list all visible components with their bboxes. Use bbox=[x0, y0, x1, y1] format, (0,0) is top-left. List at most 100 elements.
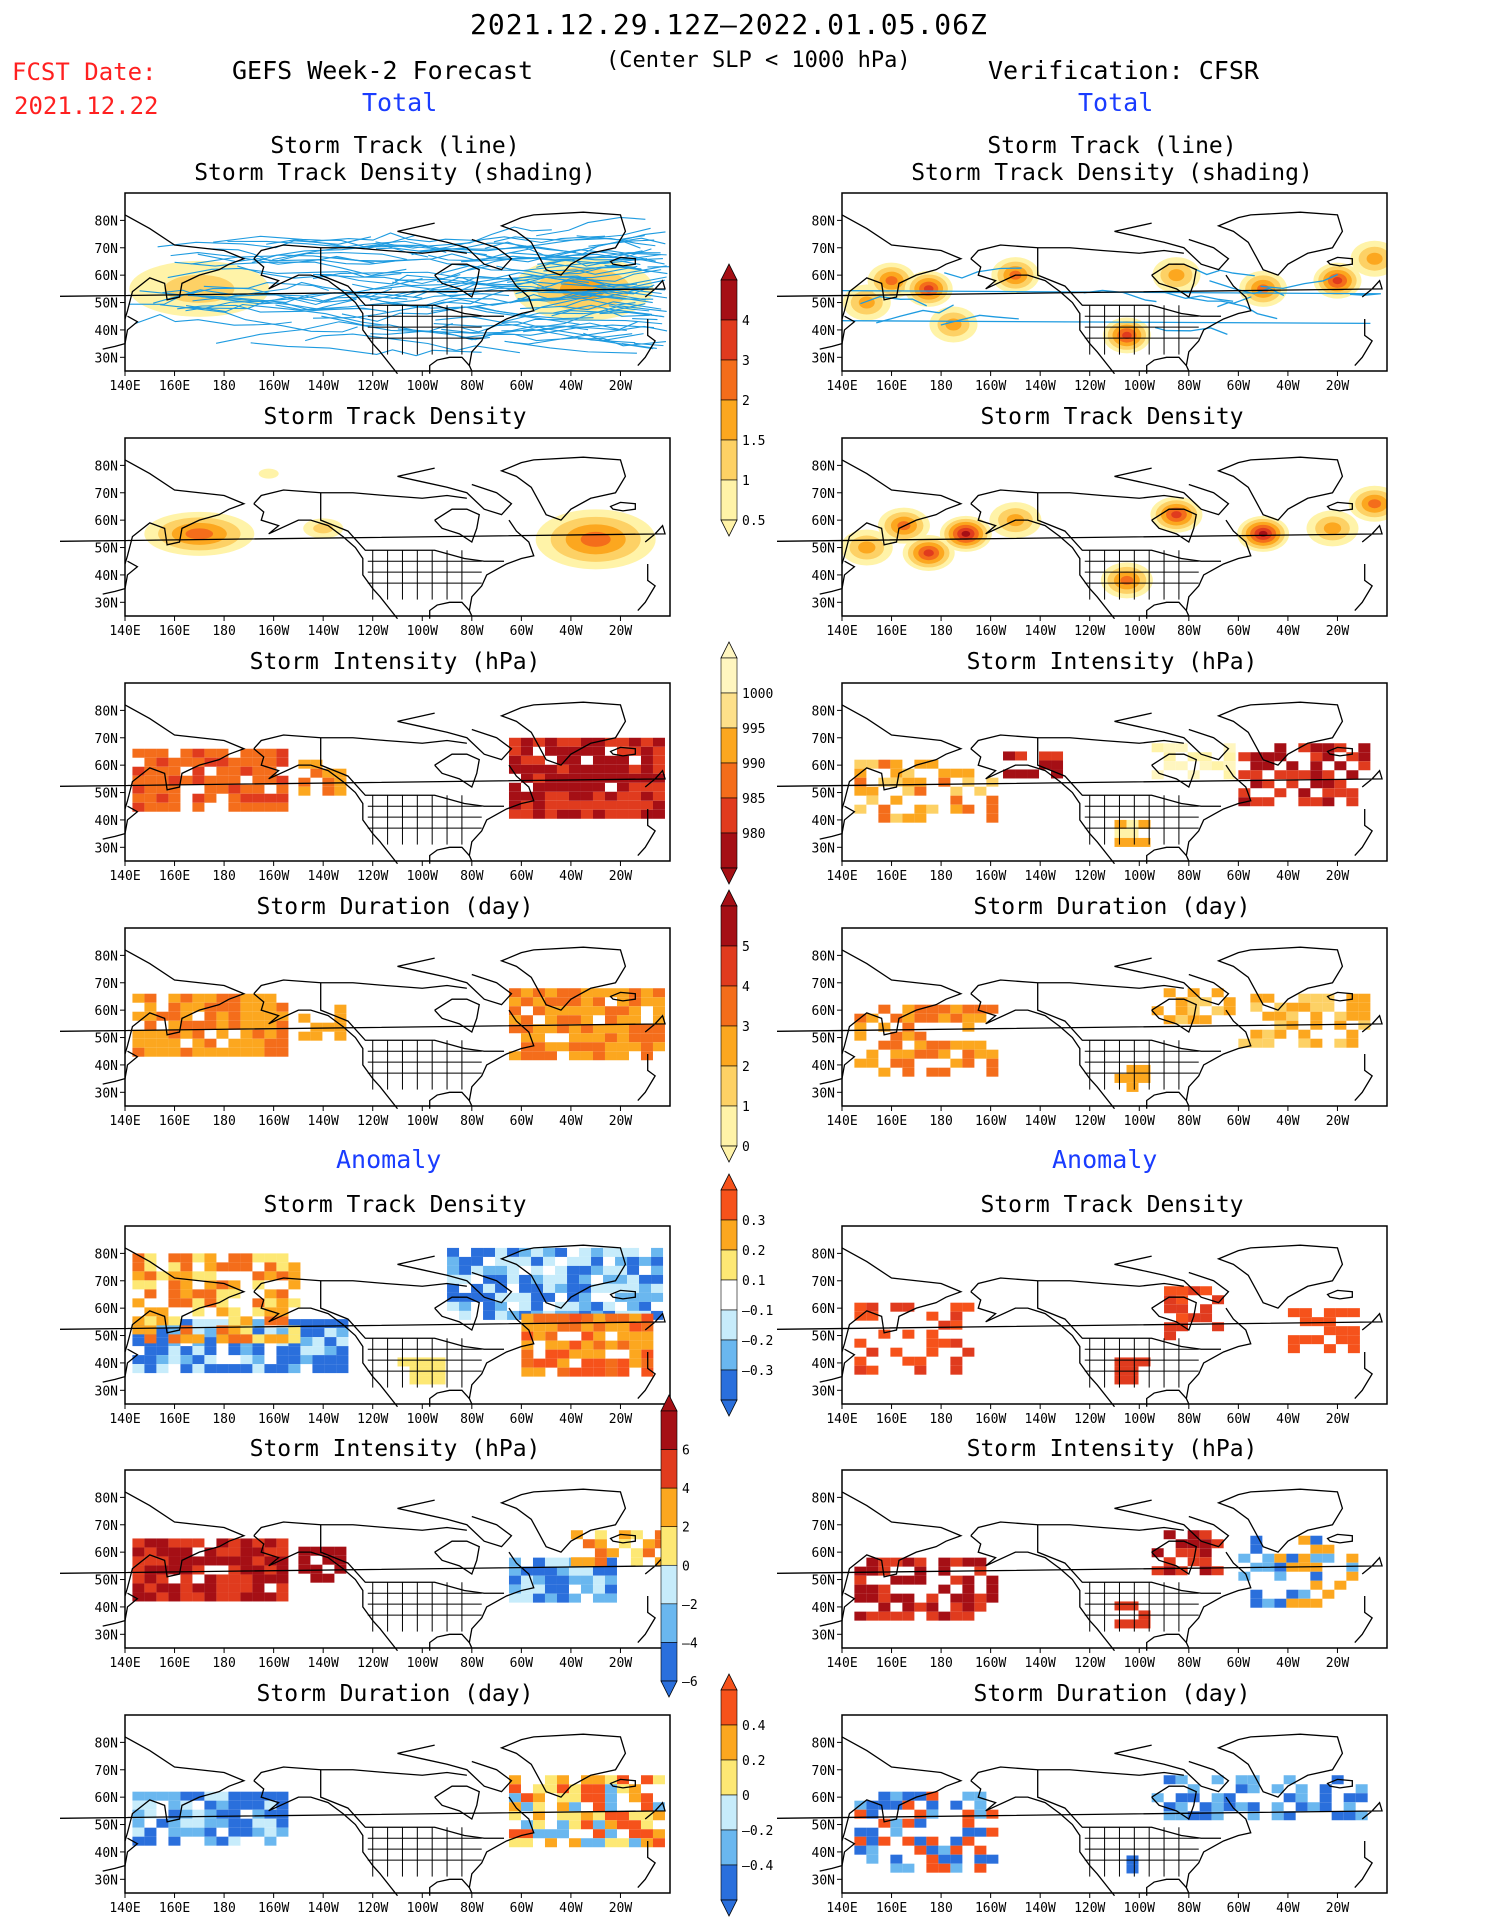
density-shading bbox=[858, 541, 876, 554]
storm-track-line bbox=[1260, 273, 1338, 290]
coastline-atlantic-na bbox=[1185, 1551, 1252, 1649]
grid-cell bbox=[168, 1280, 181, 1290]
grid-cell bbox=[252, 1800, 265, 1810]
border-canada-us bbox=[1037, 1769, 1222, 1839]
grid-cell bbox=[180, 1319, 193, 1329]
grid-cell bbox=[520, 746, 533, 756]
grid-cell bbox=[531, 1274, 544, 1284]
grid-cell bbox=[483, 1283, 496, 1293]
grid-cell bbox=[168, 1047, 181, 1057]
grid-cell bbox=[579, 1265, 592, 1275]
coastline-arctic-islands bbox=[397, 1499, 513, 1548]
grid-cell bbox=[1298, 788, 1311, 798]
map-anom-duration-verification: 140E160E180160W140W120W100W80W60W40W20W0… bbox=[777, 1714, 1388, 1916]
grid-cell bbox=[1138, 837, 1151, 847]
grid-cell bbox=[938, 1004, 951, 1014]
us-state-borders bbox=[367, 550, 482, 600]
grid-cell bbox=[603, 1301, 616, 1311]
x-tick-label: 160E bbox=[876, 869, 907, 884]
storm-track-line bbox=[632, 318, 658, 321]
grid-cell bbox=[628, 800, 641, 810]
grid-cell bbox=[1334, 761, 1347, 771]
grid-cell bbox=[264, 1038, 277, 1048]
grid-cell bbox=[240, 1316, 253, 1326]
grid-cell bbox=[615, 1292, 628, 1302]
grid-cell bbox=[531, 1247, 544, 1257]
grid-cell bbox=[641, 1322, 654, 1332]
grid-cell bbox=[1015, 769, 1028, 779]
grid-cell bbox=[627, 1301, 640, 1311]
grid-cell bbox=[1322, 1544, 1335, 1554]
title-track-right: Storm Track (line) Storm Track Density (s… bbox=[911, 133, 1313, 186]
grid-cell bbox=[459, 1265, 472, 1275]
grid-cell bbox=[132, 1047, 145, 1057]
grid-cell bbox=[890, 813, 903, 823]
y-tick-label: 30N bbox=[812, 1873, 835, 1888]
grid-cell bbox=[192, 1791, 205, 1801]
colorbar-label: –0.2 bbox=[742, 1334, 773, 1349]
grid-cell bbox=[866, 786, 879, 796]
grid-cell bbox=[204, 1827, 217, 1837]
grid-cell bbox=[264, 1029, 277, 1039]
grid-cell bbox=[192, 802, 205, 812]
grid-cell bbox=[168, 784, 181, 794]
grid-cell bbox=[628, 1015, 641, 1025]
grid-cell bbox=[1223, 997, 1236, 1007]
x-tick-label: 160W bbox=[975, 1114, 1006, 1129]
coastline-uk bbox=[60, 769, 666, 788]
map-fill-layer bbox=[132, 1247, 664, 1385]
grid-cell bbox=[1176, 1313, 1189, 1323]
grid-cell bbox=[180, 1364, 193, 1374]
grid-cell bbox=[216, 1556, 229, 1566]
y-tick-label: 80N bbox=[812, 1736, 835, 1751]
grid-cell bbox=[1323, 1308, 1336, 1318]
coastline-asia bbox=[124, 1247, 246, 1353]
grid-cell bbox=[288, 1346, 301, 1356]
grid-cell bbox=[228, 1020, 241, 1030]
x-tick-label: 80W bbox=[1177, 1656, 1201, 1671]
grid-cell bbox=[252, 1307, 265, 1317]
grid-cell bbox=[508, 1566, 521, 1576]
grid-cell bbox=[192, 775, 205, 785]
storm-track-line bbox=[353, 293, 594, 320]
grid-cell bbox=[902, 786, 915, 796]
y-tick-label: 60N bbox=[95, 1302, 118, 1317]
grid-cell bbox=[1310, 743, 1323, 753]
grid-cell bbox=[580, 737, 593, 747]
grid-cell bbox=[216, 993, 229, 1003]
x-tick-label: 80W bbox=[460, 869, 484, 884]
grid-cell bbox=[652, 1829, 665, 1839]
grid-cell bbox=[1175, 1811, 1188, 1821]
colorbar-segment bbox=[720, 657, 738, 694]
grid-cell bbox=[520, 764, 533, 774]
grid-cell bbox=[604, 1784, 617, 1794]
y-tick-label: 40N bbox=[95, 1059, 118, 1074]
grid-cell bbox=[168, 1262, 181, 1272]
grid-cell bbox=[252, 1038, 265, 1048]
grid-cell bbox=[397, 1357, 410, 1367]
x-tick-label: 60W bbox=[1227, 869, 1251, 884]
grid-cell bbox=[628, 1033, 641, 1043]
grid-cell bbox=[216, 1325, 229, 1335]
grid-cell bbox=[1310, 1553, 1323, 1563]
grid-cell bbox=[252, 1280, 265, 1290]
y-tick-label: 70N bbox=[812, 977, 835, 992]
grid-cell bbox=[604, 1557, 617, 1567]
slp-subtitle: (Center SLP < 1000 hPa) bbox=[606, 48, 911, 73]
colorbar-label: 6 bbox=[682, 1444, 690, 1459]
border-canada-us bbox=[320, 1769, 505, 1839]
grid-cell bbox=[974, 1809, 987, 1819]
grid-cell bbox=[324, 1328, 337, 1338]
grid-cell bbox=[1247, 1784, 1260, 1794]
grid-cell bbox=[866, 1058, 879, 1068]
map-axes: 140E160E180160W140W120W100W80W60W40W20W0… bbox=[95, 1225, 671, 1427]
grid-cell bbox=[1347, 1344, 1360, 1354]
grid-cell bbox=[592, 1811, 605, 1821]
x-tick-label: 100W bbox=[1124, 624, 1155, 639]
y-tick-label: 30N bbox=[95, 1086, 118, 1101]
coastline-arctic bbox=[253, 1277, 467, 1293]
grid-cell bbox=[854, 1809, 867, 1819]
colorbar-segment bbox=[660, 1410, 678, 1450]
grid-cell bbox=[532, 1042, 545, 1052]
